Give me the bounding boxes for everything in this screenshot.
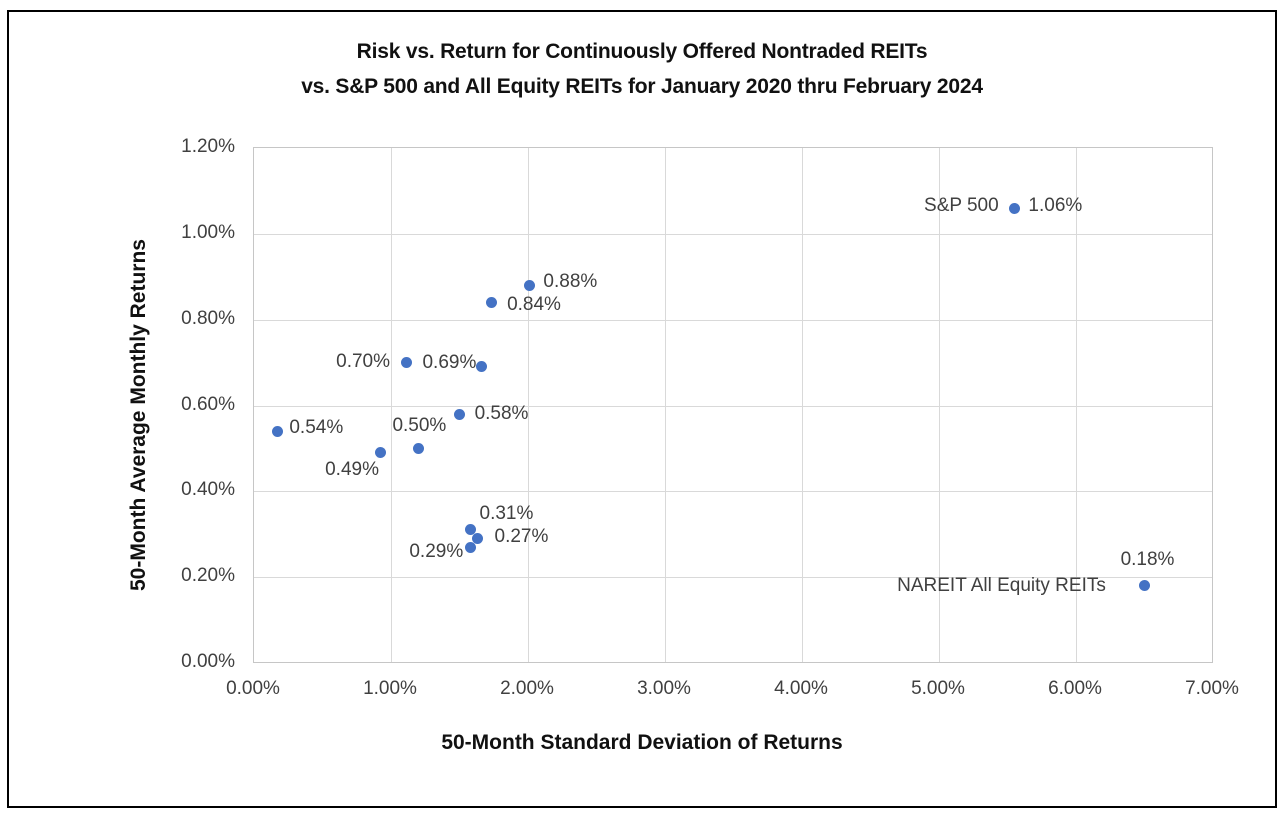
data-point-label: 1.06% bbox=[1028, 195, 1083, 217]
data-point-dot bbox=[374, 447, 386, 459]
data-point-label: 0.49% bbox=[325, 458, 379, 480]
data-point-dot bbox=[464, 541, 476, 553]
data-point-label: 0.58% bbox=[474, 403, 529, 425]
chart-title-line2: vs. S&P 500 and All Equity REITs for Jan… bbox=[301, 75, 983, 98]
data-point-dot bbox=[464, 524, 476, 536]
data-point-label: 0.31% bbox=[479, 502, 534, 524]
data-point-dot bbox=[471, 533, 483, 545]
data-point-dot bbox=[454, 408, 465, 420]
x-axis-title: 50-Month Standard Deviation of Returns bbox=[441, 731, 843, 754]
y-tick-label: 0.80% bbox=[181, 308, 235, 329]
x-tick-label: 1.00% bbox=[363, 678, 417, 699]
y-tick-label: 1.00% bbox=[181, 222, 235, 243]
data-point-label: 0.18% bbox=[1120, 548, 1175, 570]
data-point-label: 0.29% bbox=[409, 540, 464, 562]
data-point-dot bbox=[1139, 580, 1150, 592]
data-point-label: 0.70% bbox=[336, 350, 390, 372]
horizontal-gridline bbox=[254, 491, 1212, 492]
plot-area: 0.54% 0.49% 0.50% 0.58% 0.70% 0.69% 0.84% 0.88%… bbox=[253, 147, 1213, 663]
series-name-label: NAREIT All Equity REITs bbox=[897, 574, 1106, 596]
x-tick-label: 2.00% bbox=[500, 678, 554, 699]
data-point-dot bbox=[412, 442, 424, 454]
data-point-label: 0.84% bbox=[507, 293, 561, 315]
data-point-label: 0.27% bbox=[494, 526, 549, 548]
y-tick-label: 0.20% bbox=[181, 565, 235, 586]
x-tick-label: 4.00% bbox=[774, 678, 828, 699]
chart-title: Risk vs. Return for Continuously Offered… bbox=[0, 34, 1284, 104]
vertical-gridline bbox=[665, 148, 666, 662]
x-tick-label: 3.00% bbox=[637, 678, 691, 699]
y-tick-label: 0.40% bbox=[181, 479, 235, 500]
data-point-label: 0.69% bbox=[422, 351, 477, 373]
data-point-label: 0.54% bbox=[289, 417, 344, 439]
y-tick-label: 0.00% bbox=[181, 651, 235, 672]
vertical-gridline bbox=[802, 148, 803, 662]
horizontal-gridline bbox=[254, 234, 1212, 235]
vertical-gridline bbox=[1076, 148, 1077, 662]
data-point-dot bbox=[485, 297, 497, 308]
data-point-dot bbox=[475, 361, 487, 373]
x-tick-label: 7.00% bbox=[1185, 678, 1239, 699]
horizontal-gridline bbox=[254, 406, 1212, 407]
data-point-label: 0.88% bbox=[543, 271, 598, 293]
data-point-label: 0.50% bbox=[392, 415, 447, 437]
y-tick-label: 1.20% bbox=[181, 136, 235, 157]
vertical-gridline bbox=[939, 148, 940, 662]
data-point-dot bbox=[271, 425, 283, 437]
series-name-label: S&P 500 bbox=[924, 195, 999, 217]
chart-title-line1: Risk vs. Return for Continuously Offered… bbox=[356, 40, 928, 63]
horizontal-gridline bbox=[254, 577, 1212, 578]
vertical-gridline bbox=[391, 148, 392, 662]
data-point-dot bbox=[400, 357, 412, 369]
horizontal-gridline bbox=[254, 320, 1212, 321]
data-point-dot bbox=[1008, 202, 1020, 214]
x-tick-label: 5.00% bbox=[911, 678, 965, 699]
x-tick-label: 0.00% bbox=[226, 678, 280, 699]
y-tick-label: 0.60% bbox=[181, 394, 235, 415]
vertical-gridline bbox=[528, 148, 529, 662]
x-tick-label: 6.00% bbox=[1048, 678, 1102, 699]
data-point-dot bbox=[523, 279, 535, 291]
